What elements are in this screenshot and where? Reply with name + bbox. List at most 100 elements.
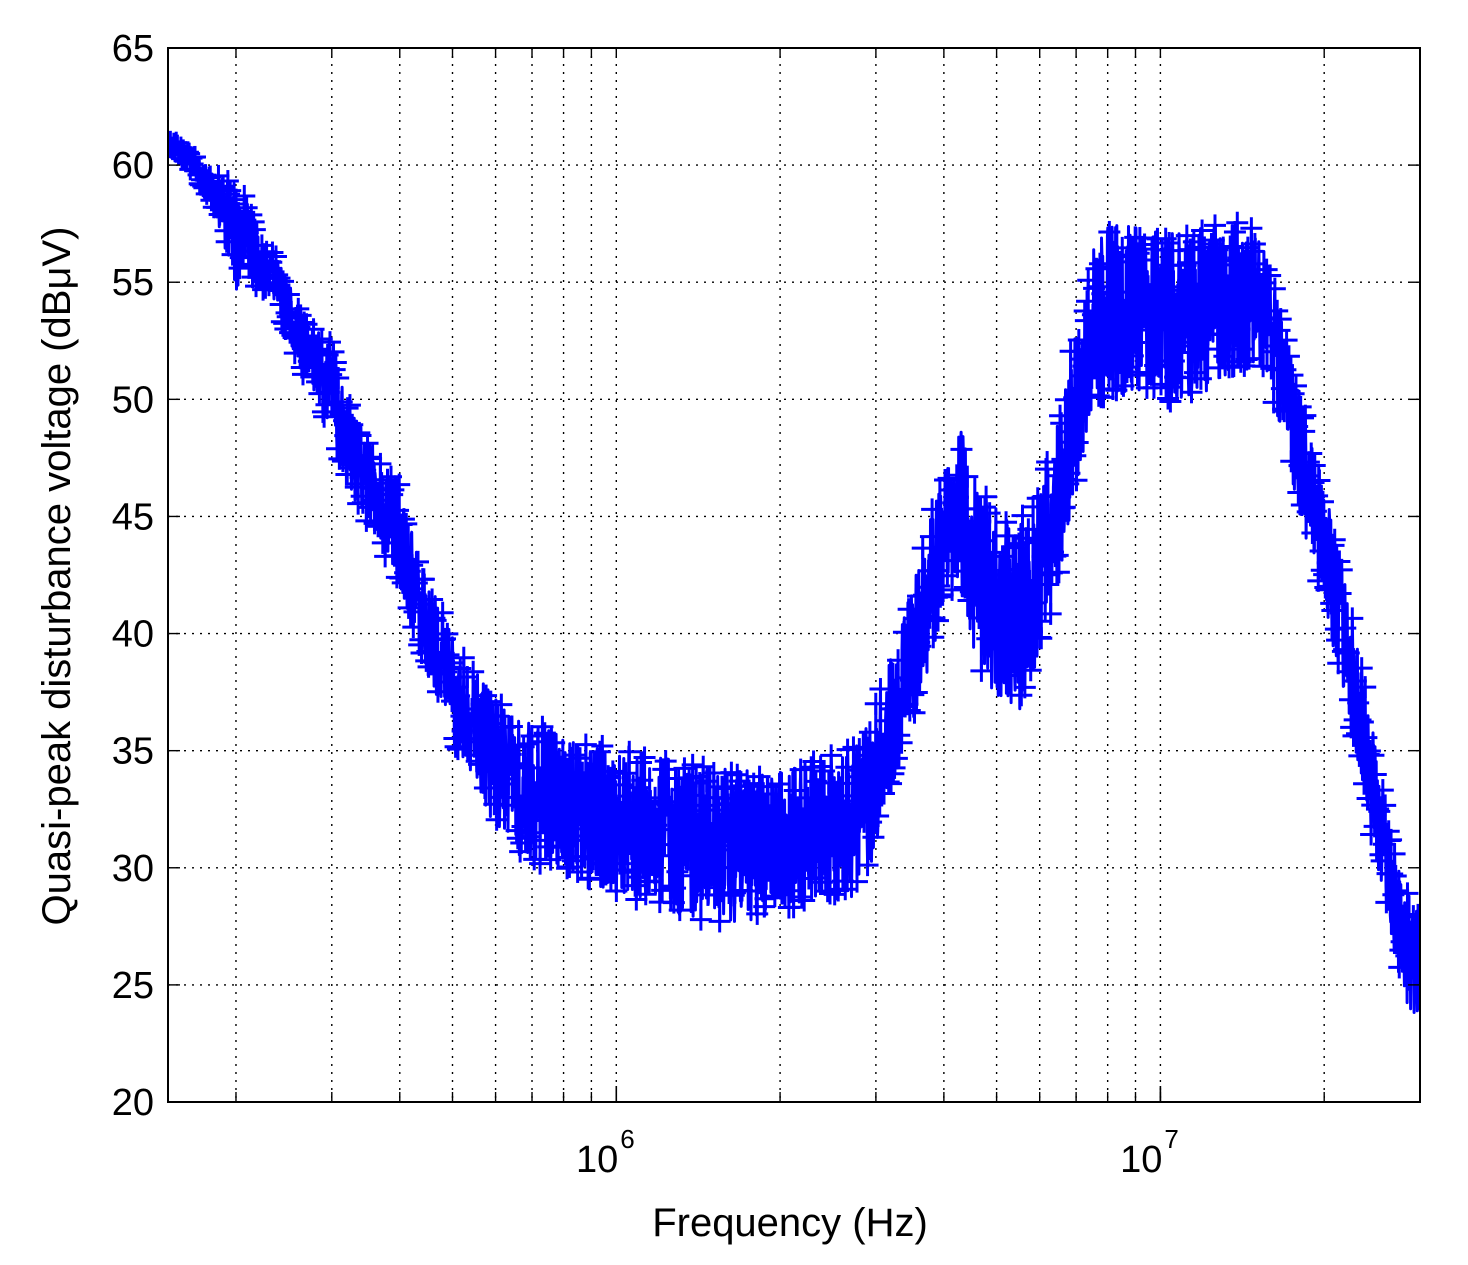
data-point-marker [1053,496,1076,519]
data-point-marker [799,813,822,836]
data-point-marker [383,544,406,567]
data-point-marker [565,744,588,767]
data-point-marker [715,818,738,841]
data-point-marker [820,744,843,767]
data-point-marker [978,502,1001,525]
data-point-marker [614,762,637,785]
y-tick-label: 35 [112,731,154,773]
y-tick-label: 20 [112,1082,154,1124]
y-tick-label: 40 [112,614,154,656]
data-point-marker [1220,300,1243,323]
data-point-marker [964,497,987,520]
data-point-marker [611,858,634,881]
data-point-marker [581,848,604,871]
data-point-marker [666,860,689,883]
data-point-marker [817,771,840,794]
data-point-marker [808,866,831,889]
data-point-marker [1387,879,1410,902]
data-point-marker [756,775,779,798]
data-point-marker [983,563,1006,586]
data-point-marker [1030,627,1053,650]
data-point-marker [768,773,791,796]
data-point-marker [646,818,669,841]
y-tick-label: 25 [112,965,154,1007]
data-point-marker [1009,583,1032,606]
data-point-marker [807,801,830,824]
data-point-marker [1353,772,1376,795]
data-point-marker [899,669,922,692]
data-point-marker [1330,558,1353,581]
data-point-marker [561,849,584,872]
data-point-marker [971,550,994,573]
data-point-marker [1275,329,1298,352]
data-point-marker [215,230,238,253]
data-point-marker [1185,282,1208,305]
data-point-marker [632,856,655,879]
data-point-marker [950,438,973,461]
data-point-marker [1238,347,1261,370]
data-point-marker [661,803,684,826]
data-point-marker [615,828,638,851]
data-point-marker [591,734,614,757]
data-point-marker [448,684,471,707]
data-point-marker [625,888,648,911]
data-point-marker [324,351,347,374]
data-point-marker [880,772,903,795]
data-point-marker [1234,288,1257,311]
data-point-marker [1018,570,1041,593]
x-tick-base: 10 [1120,1139,1162,1181]
data-point-marker [485,808,508,831]
data-point-marker [1354,676,1377,699]
data-point-marker [1098,220,1121,243]
data-point-marker [1374,794,1397,817]
data-point-marker [1337,641,1360,664]
data-point-marker [796,786,819,809]
data-point-marker [919,525,942,548]
data-point-marker [638,870,661,893]
data-point-marker [1400,949,1420,972]
data-point-marker [421,588,444,611]
data-point-marker [1240,217,1263,240]
data-point-marker [1147,355,1170,378]
data-point-marker [1205,290,1228,313]
data-point-marker [790,885,813,908]
data-point-marker [317,381,340,404]
data-point-marker [1321,599,1344,622]
data-point-marker [529,852,552,875]
data-point-marker [601,760,624,783]
data-point-marker [898,699,921,722]
axes [167,47,1421,1103]
data-point-marker [830,844,853,867]
data-point-marker [444,735,467,758]
data-point-marker [754,887,777,910]
data-point-marker [864,692,887,715]
data-point-marker [504,754,527,777]
data-point-marker [1403,962,1420,985]
data-point-marker [681,753,704,776]
data-point-marker [1080,366,1103,389]
data-point-marker [1350,657,1373,680]
data-point-marker [327,366,350,389]
data-point-marker [856,854,879,877]
data-point-marker [740,832,763,855]
data-point-marker [1171,275,1194,298]
data-point-marker [684,799,707,822]
data-point-marker [1063,386,1086,409]
data-point-marker [783,779,806,802]
data-point-marker [1038,563,1061,586]
data-point-marker [1383,842,1406,865]
data-point-marker [343,444,366,467]
data-point-marker [745,842,768,865]
data-point-marker [990,601,1013,624]
x-tick-label: 10 7 [1120,1124,1179,1181]
data-point-marker [207,164,230,187]
data-point-marker [1003,567,1026,590]
data-point-marker [922,626,945,649]
data-point-marker [1195,273,1218,296]
data-point-marker [1036,451,1059,474]
data-point-marker [1351,711,1374,734]
data-point-marker [1203,214,1226,237]
y-tick-label: 60 [112,145,154,187]
data-point-marker [524,829,547,852]
data-point-marker [664,877,687,900]
